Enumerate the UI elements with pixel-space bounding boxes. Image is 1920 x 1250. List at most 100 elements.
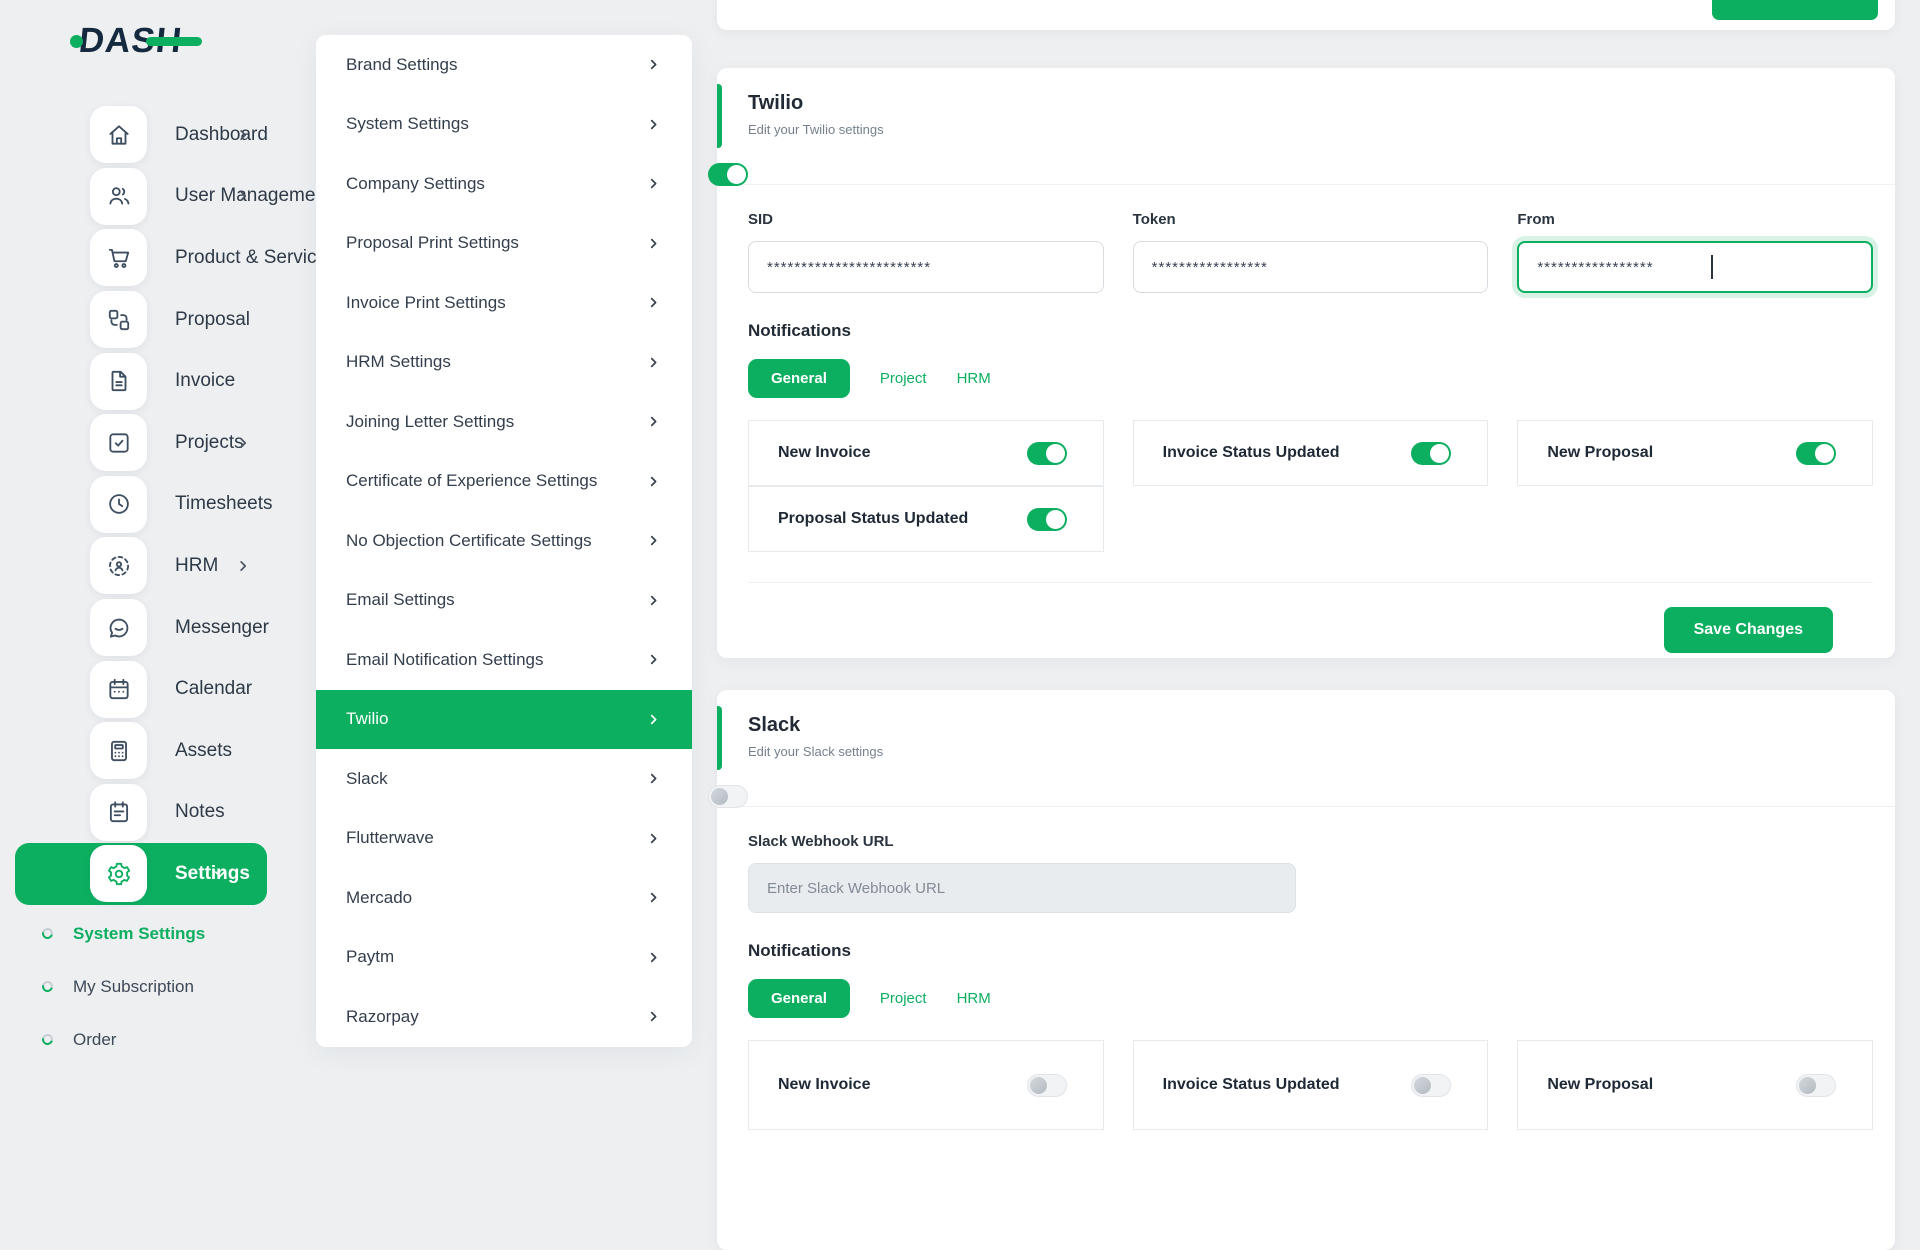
sidebar-item-assets[interactable]: Assets xyxy=(0,720,290,782)
tab-general[interactable]: General xyxy=(748,979,850,1018)
tab-hrm[interactable]: HRM xyxy=(956,370,991,387)
menu-item-email-settings[interactable]: Email Settings xyxy=(316,571,692,631)
tab-project[interactable]: Project xyxy=(879,990,927,1007)
chevron-right-icon xyxy=(645,830,662,847)
menu-item-label: Razorpay xyxy=(346,1006,419,1026)
sidebar-item-timesheets[interactable]: Timesheets xyxy=(0,474,290,536)
menu-item-company-settings[interactable]: Company Settings xyxy=(316,154,692,214)
menu-item-label: Invoice Print Settings xyxy=(346,292,506,312)
menu-item-no-objection-certificate-settings[interactable]: No Objection Certificate Settings xyxy=(316,511,692,571)
from-input[interactable] xyxy=(1517,241,1873,293)
menu-item-invoice-print-settings[interactable]: Invoice Print Settings xyxy=(316,273,692,333)
menu-item-label: Slack xyxy=(346,768,388,788)
sidebar-item-label: Notes xyxy=(175,801,225,823)
sid-input[interactable] xyxy=(748,241,1104,293)
token-input[interactable] xyxy=(1132,241,1489,293)
menu-item-joining-letter-settings[interactable]: Joining Letter Settings xyxy=(316,392,692,452)
new-proposal-toggle[interactable] xyxy=(1795,441,1836,465)
sidebar-item-label: Assets xyxy=(175,739,233,761)
tab-hrm[interactable]: HRM xyxy=(956,990,991,1007)
toggle-card-new-invoice: New Invoice xyxy=(748,420,1104,486)
sidebar-item-label: Dashboard xyxy=(175,123,268,145)
menu-item-paytm[interactable]: Paytm xyxy=(316,928,692,988)
sidebar-item-hrm[interactable]: HRM xyxy=(0,535,290,597)
app-logo[interactable]: DASH xyxy=(70,16,203,66)
menu-item-proposal-print-settings[interactable]: Proposal Print Settings xyxy=(316,214,692,274)
menu-item-label: Email Settings xyxy=(346,590,455,610)
menu-item-slack[interactable]: Slack xyxy=(316,749,692,809)
sidebar-item-dashboard[interactable]: Dashboard xyxy=(0,104,290,166)
invoice-status-updated-toggle[interactable] xyxy=(1411,441,1452,465)
toggle-card-new-proposal: New Proposal xyxy=(1517,420,1873,486)
toggle-knob xyxy=(1798,1076,1816,1094)
chevron-right-icon xyxy=(645,592,662,609)
chevron-right-icon xyxy=(234,126,252,144)
bullet-circle-icon xyxy=(39,1031,56,1048)
sidebar-item-projects[interactable]: Projects xyxy=(0,412,290,474)
save-changes-button[interactable]: Save Changes xyxy=(1663,607,1833,653)
save-button-partial[interactable] xyxy=(1712,0,1878,20)
twilio-notification-tabs: General Project HRM xyxy=(748,359,1873,398)
slack-notification-tabs: General Project HRM xyxy=(748,979,1873,1018)
cart-icon xyxy=(90,229,147,287)
menu-item-hrm-settings[interactable]: HRM Settings xyxy=(316,333,692,393)
card-accent-bar xyxy=(717,84,722,148)
new-invoice-toggle[interactable] xyxy=(1026,1073,1067,1097)
menu-item-label: Joining Letter Settings xyxy=(346,411,515,431)
menu-item-certificate-of-experience-settings[interactable]: Certificate of Experience Settings xyxy=(316,452,692,512)
file-icon xyxy=(90,352,147,410)
menu-item-flutterwave[interactable]: Flutterwave xyxy=(316,809,692,869)
subnav-item-my-subscription[interactable]: My Subscription xyxy=(0,960,290,1013)
sidebar-item-product-service[interactable]: Product & Service xyxy=(0,227,327,289)
menu-item-razorpay[interactable]: Razorpay xyxy=(316,987,692,1047)
menu-item-label: Twilio xyxy=(346,709,389,729)
menu-item-email-notification-settings[interactable]: Email Notification Settings xyxy=(316,630,692,690)
slack-enabled-toggle[interactable] xyxy=(708,785,748,808)
sidebar-item-calendar[interactable]: Calendar xyxy=(0,658,290,720)
proposal-status-updated-toggle[interactable] xyxy=(1026,507,1067,531)
invoice-status-updated-toggle[interactable] xyxy=(1411,1073,1452,1097)
sidebar-item-messenger[interactable]: Messenger xyxy=(0,597,290,659)
settings-subnav: System Settings My Subscription Order xyxy=(0,907,290,1066)
sidebar-item-label: Product & Service xyxy=(175,246,328,268)
subnav-item-system-settings[interactable]: System Settings xyxy=(0,907,290,960)
chevron-right-icon xyxy=(645,116,662,133)
menu-item-system-settings[interactable]: System Settings xyxy=(316,95,692,155)
chevron-right-icon xyxy=(234,187,252,205)
menu-item-brand-settings[interactable]: Brand Settings xyxy=(316,35,692,95)
toggle-card-invoice-status-updated: Invoice Status Updated xyxy=(1132,1040,1489,1130)
slack-webhook-input[interactable] xyxy=(748,863,1296,913)
tab-project[interactable]: Project xyxy=(879,370,927,387)
menu-item-label: No Objection Certificate Settings xyxy=(346,530,592,550)
new-proposal-toggle[interactable] xyxy=(1795,1073,1836,1097)
sidebar-item-proposal[interactable]: Proposal xyxy=(0,289,290,351)
menu-item-twilio[interactable]: Twilio xyxy=(316,689,692,749)
sidebar-item-label: HRM xyxy=(175,554,219,576)
sidebar-item-user-management[interactable]: User Management xyxy=(0,166,331,228)
toggle-label: Invoice Status Updated xyxy=(1162,1076,1340,1093)
swap-squares-icon xyxy=(90,291,147,349)
chevron-right-icon xyxy=(645,651,662,668)
sidebar-item-label: Calendar xyxy=(175,678,253,700)
chevron-right-icon xyxy=(645,294,662,311)
subnav-item-order[interactable]: Order xyxy=(0,1013,290,1066)
new-invoice-toggle[interactable] xyxy=(1026,441,1067,465)
previous-card-partial xyxy=(717,0,1895,30)
menu-item-label: Flutterwave xyxy=(346,828,434,848)
slack-card-body: Slack Webhook URL Notifications General … xyxy=(717,807,1895,1130)
sidebar-item-notes[interactable]: Notes xyxy=(0,782,290,844)
sidebar-item-invoice[interactable]: Invoice xyxy=(0,350,290,412)
twilio-subtitle: Edit your Twilio settings xyxy=(748,122,884,137)
tab-general[interactable]: General xyxy=(748,359,850,398)
menu-item-mercado[interactable]: Mercado xyxy=(316,868,692,928)
menu-item-label: Email Notification Settings xyxy=(346,649,544,669)
twilio-notifications-title: Notifications xyxy=(748,321,851,340)
slack-card: Slack Edit your Slack settings Slack Web… xyxy=(708,690,1895,1250)
chevron-right-icon xyxy=(645,473,662,490)
slack-notifications-title: Notifications xyxy=(748,941,851,960)
twilio-enabled-toggle[interactable] xyxy=(708,163,748,186)
sidebar-item-label: Projects xyxy=(175,431,244,453)
toggle-label: New Invoice xyxy=(778,1076,871,1093)
sidebar-item-settings[interactable]: Settings xyxy=(15,843,267,905)
sid-label: SID xyxy=(748,211,774,228)
